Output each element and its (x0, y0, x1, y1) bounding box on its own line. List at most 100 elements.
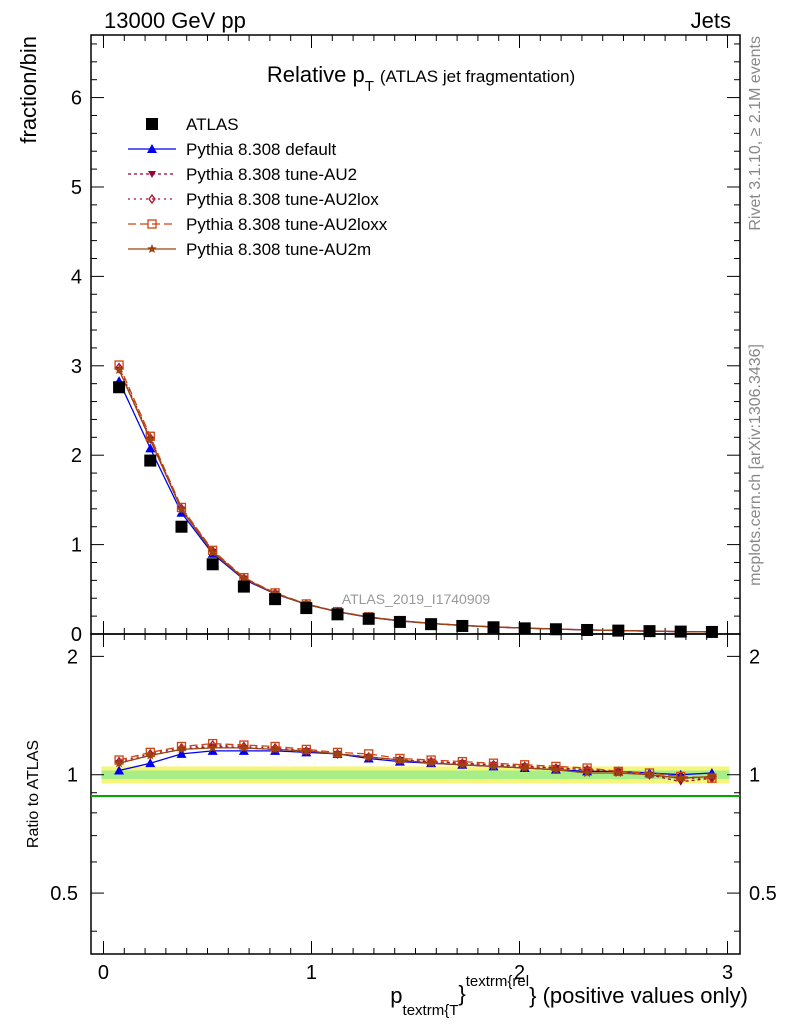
ratio-series-point (676, 773, 686, 783)
y-tick-label: 3 (71, 356, 82, 378)
ratio-series-point (520, 763, 530, 773)
header-right: Jets (691, 8, 731, 33)
ratio-series-point (145, 750, 155, 760)
y-tick-label: 4 (71, 266, 82, 288)
ratio-series-line (118, 747, 712, 779)
ratio-series-point (363, 751, 374, 761)
legend-entry-4: Pythia 8.308 tune-AU2loxx (128, 215, 388, 234)
main-series-layer (113, 360, 718, 638)
data-point (113, 381, 126, 394)
chart-title: Relative pT (ATLAS jet fragmentation) (267, 62, 575, 95)
ratio-tick-label-right: 2 (749, 646, 760, 668)
legend-label: Pythia 8.308 tune-AU2loxx (186, 215, 388, 234)
header-left: 13000 GeV pp (104, 8, 246, 33)
ratio-series-point (613, 766, 623, 777)
main-series-point (114, 365, 124, 374)
data-point (331, 608, 344, 621)
ratio-tick-label: 1 (67, 765, 78, 787)
ratio-series-point (582, 768, 592, 778)
data-point (175, 520, 188, 533)
ratio-tick-label: 0.5 (50, 883, 78, 905)
data-point (581, 623, 594, 636)
main-series-point (176, 504, 187, 514)
ratio-tick-label-right: 1 (749, 765, 760, 787)
ratio-series-4 (114, 742, 717, 783)
ratio-series-point (301, 745, 311, 755)
ratio-series-point (176, 744, 187, 754)
ratio-band (101, 766, 730, 784)
legend-label: Pythia 8.308 tune-AU2 (186, 165, 357, 184)
data-point (206, 558, 219, 571)
data-point (549, 623, 562, 636)
ratio-series-point (115, 756, 123, 767)
legend-label: Pythia 8.308 tune-AU2lox (186, 190, 379, 209)
ratio-series-point (426, 758, 436, 768)
side-label-top: Rivet 3.1.10, ≥ 2.1M events (747, 36, 764, 231)
ratio-tick-label: 2 (67, 646, 78, 668)
y-tick-label: 5 (71, 177, 82, 199)
ratio-series-point (613, 768, 624, 778)
chart-title-main: Relative p (267, 62, 365, 87)
legend-marker (148, 171, 156, 178)
ratio-series-point (395, 755, 405, 765)
ratio-series-point (644, 769, 655, 779)
chart-title-rest: (ATLAS jet fragmentation) (380, 67, 575, 86)
legend-entry-1: Pythia 8.308 default (128, 140, 337, 159)
x-axis-label-sub: textrm{T (403, 1002, 459, 1019)
ratio-series-point (114, 765, 125, 775)
analysis-watermark: ATLAS_2019_I1740909 (342, 591, 491, 607)
x-tick-label: 2 (514, 962, 525, 984)
data-point (269, 593, 282, 606)
ratio-panel-frame (90, 633, 741, 955)
legend-entry-2: Pythia 8.308 tune-AU2 (128, 165, 357, 184)
legend-entry-0: ATLAS (146, 115, 239, 134)
data-point (456, 619, 469, 632)
data-point (393, 615, 406, 628)
x-tick-label: 1 (306, 962, 317, 984)
legend-marker (146, 118, 158, 130)
side-label-bottom: mcplots.cern.ch [arXiv:1306.3436] (747, 344, 764, 586)
ratio-y-axis-label: Ratio to ATLAS (25, 740, 42, 848)
data-point (362, 612, 375, 625)
legend-entry-5: Pythia 8.308 tune-AU2m (128, 240, 371, 259)
legend-marker (147, 219, 157, 229)
x-axis-label-brace: } (458, 981, 465, 1006)
legend-label: Pythia 8.308 default (186, 140, 337, 159)
ratio-series-line (118, 742, 712, 779)
x-axis-label: ptextrm{T}textrm{rel} (positive values o… (390, 973, 748, 1019)
main-series-point (239, 573, 249, 583)
ratio-series-layer (114, 738, 717, 786)
main-series-point (207, 547, 218, 557)
legend-marker (148, 193, 156, 205)
x-axis-label-sup: textrm{rel (466, 973, 529, 990)
ratio-series-point (676, 771, 686, 782)
legend-label: Pythia 8.308 tune-AU2m (186, 240, 371, 259)
data-point (144, 454, 157, 467)
ratio-series-point (239, 742, 249, 752)
data-point (237, 580, 250, 593)
x-tick-label: 3 (722, 962, 733, 984)
axis-ticks: 0 1 2 3 0 1 2 3 4 5 6 0.5 0.5 1 1 2 2 (50, 35, 777, 984)
ratio-series-point (114, 758, 124, 768)
data-point (300, 602, 313, 615)
ratio-series-point (551, 764, 561, 774)
x-axis-label-rest: } (positive values only) (529, 983, 748, 1008)
legend-label: ATLAS (186, 115, 239, 134)
ratio-band-green (101, 770, 730, 780)
y-tick-label: 1 (71, 535, 82, 557)
legend-marker (147, 144, 157, 153)
ratio-series-point (457, 759, 468, 769)
data-point (705, 625, 718, 638)
data-series-atlas (113, 381, 718, 638)
chart-title-sub: T (365, 78, 374, 95)
data-point (518, 622, 531, 635)
legend-marker (147, 244, 157, 253)
ratio-series-point (145, 758, 156, 768)
y-tick-label: 6 (71, 88, 82, 110)
ratio-series-point (644, 768, 655, 778)
ratio-series-point (207, 742, 218, 752)
y-axis-label: fraction/bin (16, 36, 41, 144)
data-point (674, 625, 687, 638)
main-series-point (177, 503, 186, 514)
main-series-point (145, 434, 155, 444)
